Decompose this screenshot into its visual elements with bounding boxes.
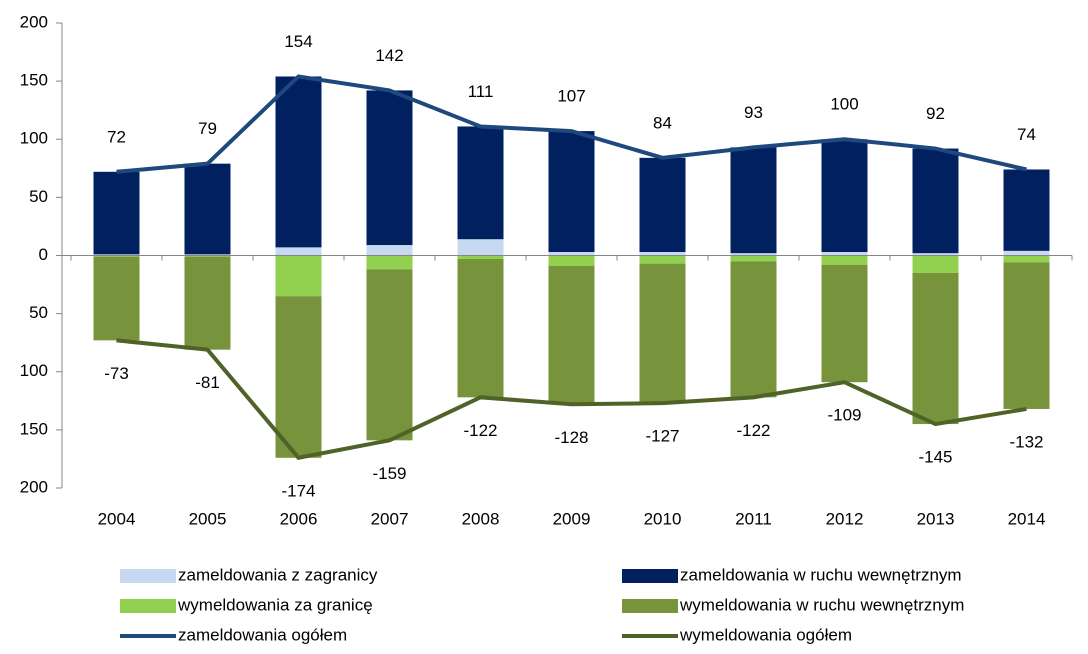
x-tick-label: 2006 — [280, 509, 318, 528]
bar-segment — [366, 255, 413, 270]
data-label: -127 — [645, 427, 679, 446]
data-label: 107 — [557, 87, 585, 106]
total-line — [116, 74, 1027, 174]
bar-segment — [184, 254, 231, 256]
bar-segment — [93, 171, 140, 255]
bar-segment — [730, 255, 777, 262]
y-tick-label: 150 — [20, 71, 48, 90]
data-label: 154 — [284, 32, 312, 51]
bar-segment — [457, 258, 504, 398]
bar-segment — [821, 252, 868, 256]
data-label: -122 — [736, 421, 770, 440]
bar-segment — [821, 264, 868, 383]
bar-segment — [912, 253, 959, 256]
x-tick-label: 2004 — [98, 509, 136, 528]
legend-label: wymeldowania w ruchu wewnętrznym — [679, 595, 964, 614]
x-tick-label: 2011 — [735, 509, 772, 528]
bar-segment — [548, 265, 595, 405]
bar-segment — [639, 255, 686, 264]
x-tick-label: 2010 — [644, 509, 682, 528]
y-tick-label: 0 — [39, 245, 48, 264]
data-label: 72 — [107, 127, 126, 146]
legend-swatch — [622, 599, 678, 613]
data-label: 84 — [653, 113, 672, 132]
data-label: 79 — [198, 119, 217, 138]
bar-segment — [275, 255, 322, 297]
data-label: -128 — [554, 428, 588, 447]
bar-segment — [93, 256, 140, 341]
x-tick-label: 2012 — [826, 509, 864, 528]
x-tick-label: 2013 — [917, 509, 955, 528]
x-tick-label: 2008 — [462, 509, 500, 528]
bar-segment — [548, 255, 595, 266]
bar-segment — [730, 253, 777, 256]
bar-segment — [1003, 255, 1050, 263]
bar-segment — [275, 76, 322, 248]
bar-segment — [184, 163, 231, 255]
legend-label: zameldowania w ruchu wewnętrznym — [680, 565, 962, 584]
x-tick-label: 2005 — [189, 509, 227, 528]
legend-swatch — [622, 569, 678, 583]
legend-swatch — [120, 569, 176, 583]
data-label: -145 — [918, 448, 952, 467]
data-label: -132 — [1009, 432, 1043, 451]
y-tick-label: 200 — [20, 12, 48, 31]
data-label: -159 — [372, 464, 406, 483]
data-label: 142 — [375, 46, 403, 65]
bar-segment — [93, 254, 140, 256]
bar-segment — [821, 255, 868, 265]
total-line — [116, 338, 1027, 460]
data-label: 92 — [926, 104, 945, 123]
bar-segment — [366, 245, 413, 256]
data-label: -122 — [463, 421, 497, 440]
bar-segment — [548, 252, 595, 256]
bar-segment — [366, 269, 413, 441]
bar-segment — [457, 126, 504, 240]
legend-label: zameldowania z zagranicy — [178, 565, 378, 584]
bar-segment — [912, 272, 959, 425]
data-label: 93 — [744, 103, 763, 122]
bar-segment — [639, 157, 686, 253]
data-label: 111 — [468, 82, 494, 101]
bar-segment — [912, 255, 959, 273]
bar-segment — [457, 255, 504, 259]
bar-segment — [366, 90, 413, 246]
legend-label: wymeldowania ogółem — [679, 625, 852, 644]
data-label: -73 — [104, 364, 129, 383]
bar-segment — [639, 252, 686, 256]
bar-segment — [548, 131, 595, 253]
y-tick-label: 100 — [20, 129, 48, 148]
bar-segment — [1003, 262, 1050, 409]
bar-segment — [1003, 169, 1050, 251]
data-label: -81 — [195, 373, 220, 392]
legend-swatch — [120, 599, 176, 613]
data-label: -109 — [827, 406, 861, 425]
bar-segment — [912, 148, 959, 254]
bar-segment — [184, 256, 231, 350]
x-tick-label: 2009 — [553, 509, 591, 528]
y-tick-label: 200 — [20, 477, 48, 496]
legend-label: zameldowania ogółem — [178, 625, 347, 644]
data-label: -174 — [281, 481, 315, 500]
data-label: 74 — [1017, 125, 1036, 144]
bar-segment — [1003, 250, 1050, 256]
y-tick-label: 50 — [29, 187, 48, 206]
bar-segment — [457, 239, 504, 256]
bar-segment — [184, 255, 231, 257]
bar-segment — [275, 296, 322, 458]
bar-segment — [275, 247, 322, 256]
bar-segment — [639, 263, 686, 404]
y-tick-label: 150 — [20, 419, 48, 438]
bar-segment — [730, 147, 777, 254]
bar-segment — [821, 139, 868, 253]
bar-segment — [730, 261, 777, 398]
x-tick-label: 2007 — [371, 509, 409, 528]
x-tick-label: 2014 — [1008, 509, 1046, 528]
legend-label: wymeldowania za granicę — [177, 595, 373, 614]
bar-segment — [93, 255, 140, 257]
y-tick-label: 50 — [29, 303, 48, 322]
y-tick-label: 100 — [20, 361, 48, 380]
data-label: 100 — [830, 95, 858, 114]
